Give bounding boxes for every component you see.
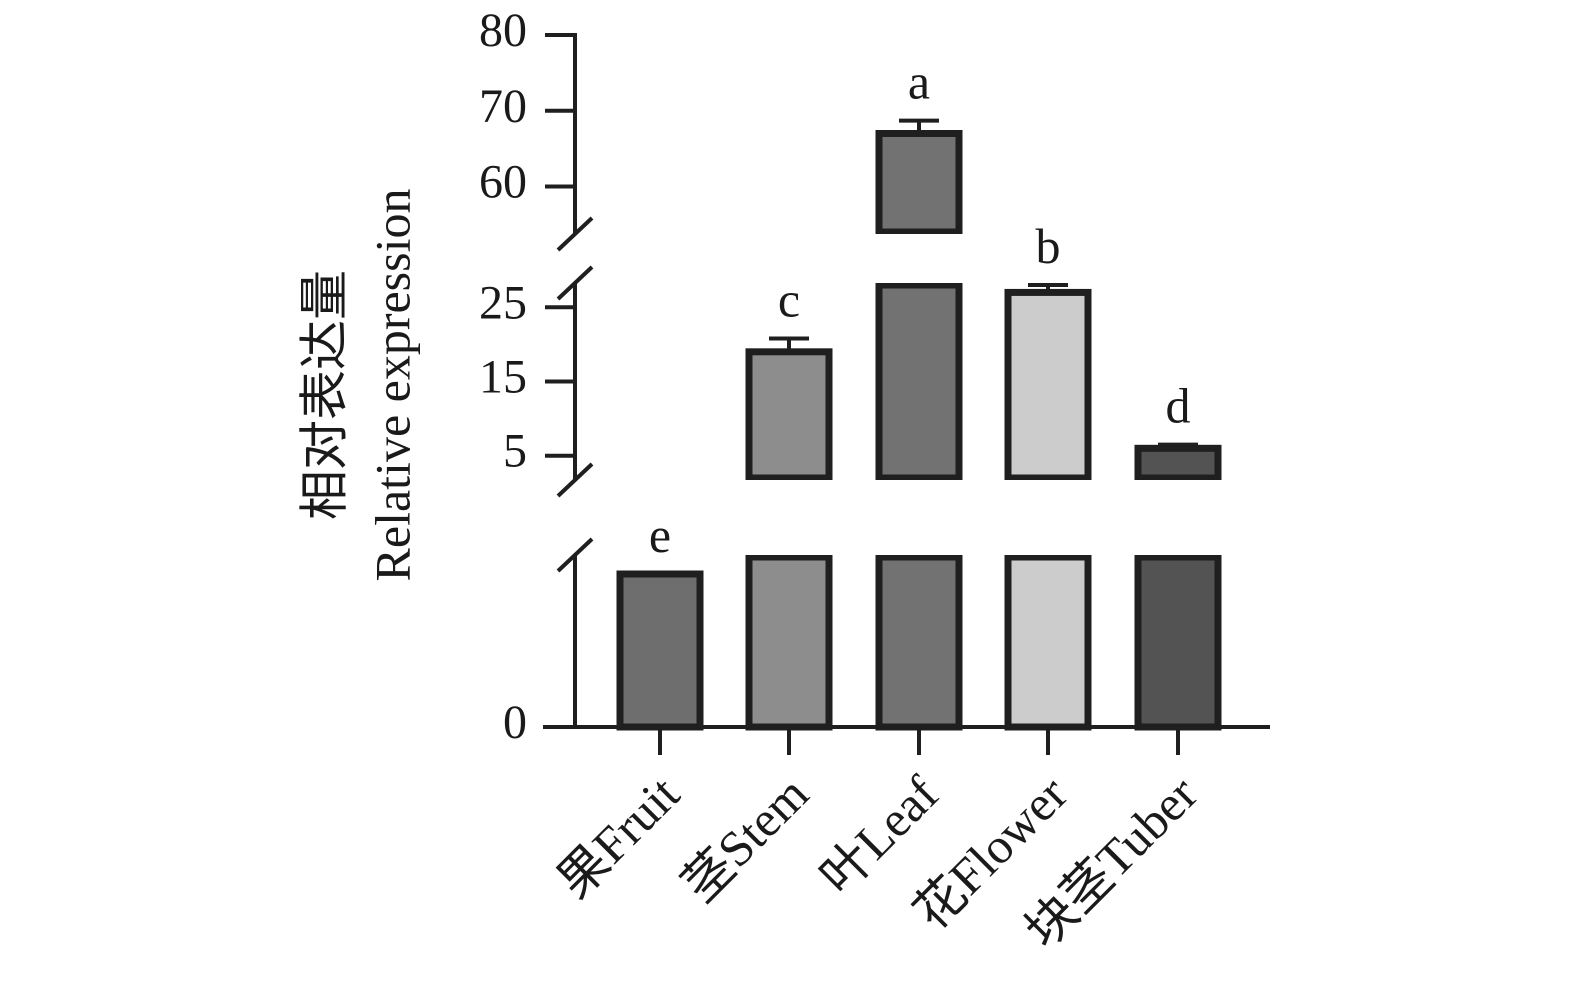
- significance-labels: e c a b d: [649, 54, 1191, 563]
- significance-label-1: c: [778, 271, 800, 327]
- category-label-0: 果Fruit: [546, 765, 690, 909]
- y-axis-title-cn: 相对表达量: [296, 270, 352, 520]
- bar-2-segment-0: [875, 553, 963, 731]
- y-tick-label-15: 15: [479, 351, 527, 404]
- category-label-group-0: 果Fruit: [546, 765, 690, 909]
- bar-1-segment-0: [745, 553, 833, 731]
- y-tick-label-80: 80: [479, 4, 527, 57]
- bar-4-segment-0: [1134, 553, 1222, 731]
- x-ticks: [658, 729, 1180, 755]
- category-label-1: 茎Stem: [671, 765, 819, 913]
- axis-break-gap-1: [595, 234, 1268, 283]
- y-tick-label-5: 5: [503, 425, 527, 478]
- axis-break-mark-lower-0: [556, 537, 594, 573]
- error-bars-layer: [769, 118, 1198, 449]
- y-axis: [543, 33, 1270, 729]
- axis-break-mark-upper-0: [556, 462, 594, 498]
- axis-break-mark-lower-1: [556, 265, 594, 301]
- y-tick-label-70: 70: [479, 80, 527, 133]
- y-tick-labels: 0 5 15 25 60 70 80: [479, 4, 527, 749]
- bar-4-segment-1: [1134, 444, 1222, 482]
- y-tick-label-60: 60: [479, 156, 527, 209]
- axis-break-mark-upper-1: [556, 216, 594, 252]
- y-tick-label-25: 25: [479, 276, 527, 329]
- y-axis-title-cn-group: 相对表达量: [296, 270, 352, 520]
- significance-label-4: d: [1166, 378, 1191, 434]
- bar-2-segment-2: [875, 130, 963, 236]
- bar-3-segment-0: [1004, 553, 1092, 731]
- y-axis-title-en-group: Relative expression: [364, 189, 420, 582]
- bar-1-segment-1: [745, 348, 833, 482]
- significance-label-0: e: [649, 507, 671, 563]
- significance-label-2: a: [908, 54, 930, 110]
- category-label-group-1: 茎Stem: [671, 765, 819, 913]
- y-axis-title-en: Relative expression: [364, 189, 420, 582]
- bar-2-segment-1: [875, 281, 963, 482]
- significance-label-3: b: [1036, 218, 1061, 274]
- bar-3-segment-1: [1004, 288, 1092, 482]
- y-tick-label-0: 0: [503, 696, 527, 749]
- bar-0-segment-0: [616, 570, 704, 731]
- axis-break-gap-0: [595, 480, 1268, 555]
